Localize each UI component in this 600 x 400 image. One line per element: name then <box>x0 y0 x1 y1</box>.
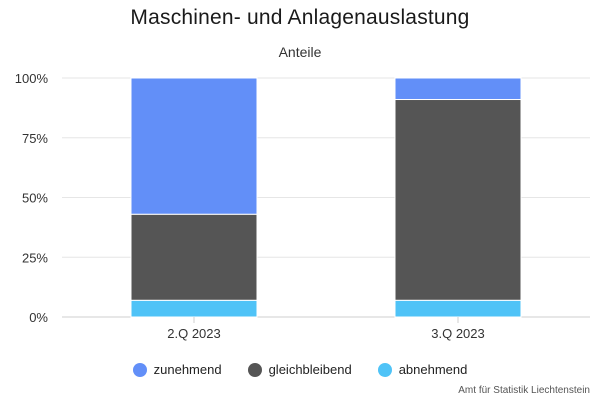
bar-zunehmend-0[interactable] <box>130 77 258 215</box>
x-tick-label: 2.Q 2023 <box>167 326 221 341</box>
legend-swatch-abnehmend <box>377 362 392 377</box>
chart-title: Maschinen- und Anlagenauslastung <box>130 6 470 29</box>
legend-item-abnehmend[interactable]: abnehmend <box>377 362 468 377</box>
legend-swatch-zunehmend <box>132 362 147 377</box>
legend-label-zunehmend: zunehmend <box>153 362 222 377</box>
bar-gleichbleibend-0[interactable] <box>130 213 258 301</box>
bar-abnehmend-1[interactable] <box>394 299 522 318</box>
bar-abnehmend-0[interactable] <box>130 299 258 318</box>
source-credit: Amt für Statistik Liechtenstein <box>458 385 590 396</box>
x-tick-label: 3.Q 2023 <box>431 326 485 341</box>
bar-gleichbleibend-1[interactable] <box>394 99 522 301</box>
legend-swatch-gleichbleibend <box>247 362 262 377</box>
legend-item-gleichbleibend[interactable]: gleichbleibend <box>247 362 352 377</box>
y-tick-label: 25% <box>22 250 48 265</box>
y-tick-label: 0% <box>29 310 48 325</box>
legend-item-zunehmend[interactable]: zunehmend <box>132 362 222 377</box>
bar-zunehmend-1[interactable] <box>394 77 522 101</box>
chart-legend: zunehmend gleichbleibend abnehmend <box>0 362 600 377</box>
y-tick-label: 100% <box>15 71 49 86</box>
y-tick-label: 50% <box>22 191 48 206</box>
y-tick-label: 75% <box>22 131 48 146</box>
chart-subtitle: Anteile <box>278 44 322 60</box>
legend-label-abnehmend: abnehmend <box>398 362 468 377</box>
legend-label-gleichbleibend: gleichbleibend <box>268 362 352 377</box>
